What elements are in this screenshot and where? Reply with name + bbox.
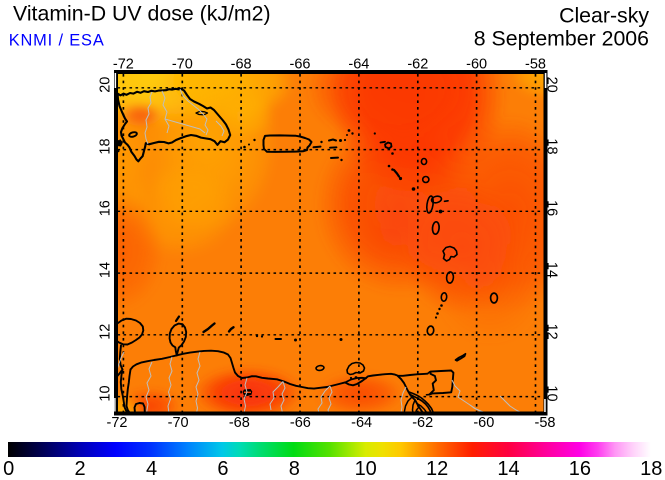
svg-text:8 September 2006: 8 September 2006 — [474, 27, 649, 51]
svg-text:-58: -58 — [535, 415, 556, 431]
svg-text:4: 4 — [146, 458, 157, 480]
svg-text:16: 16 — [569, 458, 591, 480]
svg-text:-68: -68 — [229, 415, 250, 431]
svg-text:20: 20 — [98, 77, 114, 93]
svg-text:10: 10 — [355, 458, 377, 480]
svg-text:18: 18 — [544, 138, 560, 154]
svg-text:-66: -66 — [290, 415, 311, 431]
svg-text:16: 16 — [544, 200, 560, 216]
svg-text:Clear-sky: Clear-sky — [559, 4, 649, 28]
svg-text:-64: -64 — [351, 415, 372, 431]
svg-text:14: 14 — [497, 458, 519, 480]
svg-text:10: 10 — [98, 385, 114, 401]
svg-text:12: 12 — [98, 324, 114, 340]
svg-text:8: 8 — [289, 458, 300, 480]
svg-text:-72: -72 — [107, 415, 128, 431]
svg-text:Vitamin-D UV dose (kJ/m2): Vitamin-D UV dose (kJ/m2) — [13, 2, 271, 26]
svg-text:-68: -68 — [231, 56, 252, 72]
svg-text:6: 6 — [217, 458, 228, 480]
svg-text:-72: -72 — [113, 56, 134, 72]
svg-text:20: 20 — [544, 77, 560, 93]
svg-text:10: 10 — [544, 385, 560, 401]
svg-text:16: 16 — [98, 200, 114, 216]
svg-text:12: 12 — [426, 458, 448, 480]
svg-text:-62: -62 — [407, 56, 428, 72]
svg-text:-66: -66 — [290, 56, 311, 72]
svg-text:KNMI / ESA: KNMI / ESA — [9, 31, 105, 49]
svg-text:-62: -62 — [412, 415, 433, 431]
svg-text:-70: -70 — [172, 56, 193, 72]
svg-text:14: 14 — [544, 262, 560, 278]
svg-text:-70: -70 — [168, 415, 189, 431]
svg-text:-60: -60 — [473, 415, 494, 431]
svg-text:14: 14 — [98, 262, 114, 278]
svg-text:18: 18 — [640, 458, 662, 480]
svg-text:18: 18 — [98, 138, 114, 154]
svg-text:12: 12 — [544, 324, 560, 340]
svg-text:-58: -58 — [525, 56, 546, 72]
svg-text:-64: -64 — [348, 56, 369, 72]
svg-text:2: 2 — [75, 458, 86, 480]
svg-text:0: 0 — [3, 458, 14, 480]
svg-text:-60: -60 — [466, 56, 487, 72]
